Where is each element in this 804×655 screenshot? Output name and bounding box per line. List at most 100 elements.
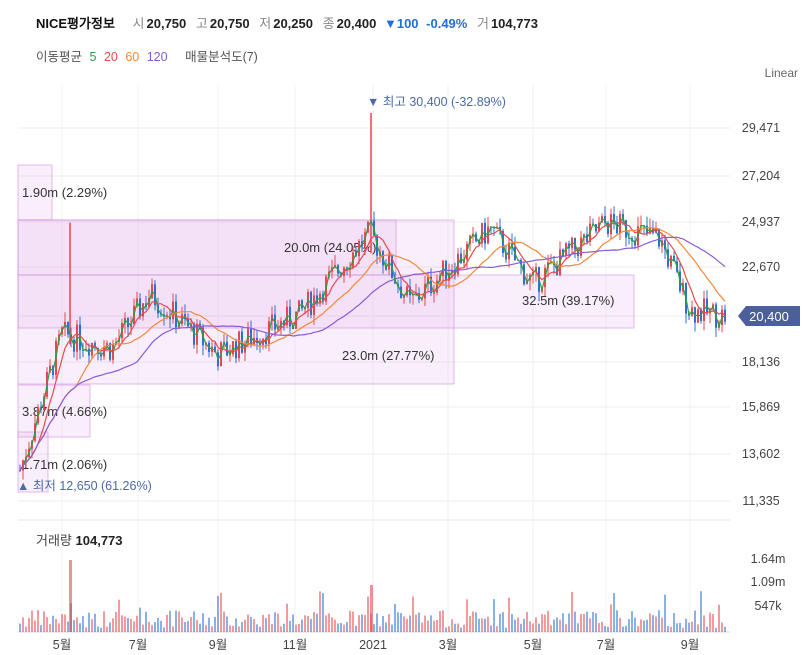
volume-bar bbox=[199, 623, 201, 632]
y-tick-label: 22,670 bbox=[742, 260, 780, 274]
volume-bar bbox=[79, 623, 81, 632]
volume-bar bbox=[334, 619, 336, 632]
ma20-line bbox=[19, 221, 726, 471]
x-tick-label: 9월 bbox=[209, 638, 227, 652]
volume-bar bbox=[127, 618, 129, 632]
volume-bar bbox=[160, 620, 162, 632]
scale-mode-button[interactable]: Linear bbox=[764, 66, 798, 80]
volume-bar bbox=[673, 613, 675, 632]
volume-bar bbox=[58, 623, 60, 632]
volume-bar bbox=[424, 615, 426, 632]
volume-bar bbox=[385, 622, 387, 632]
change-value: ▼100 bbox=[383, 16, 419, 31]
volume-profile-label: 32.5m (39.17%) bbox=[522, 293, 615, 308]
volume-bar bbox=[517, 617, 519, 632]
volume-bar bbox=[640, 619, 642, 632]
volume-bar bbox=[505, 627, 507, 632]
volume-title: 거래량 104,773 bbox=[36, 530, 123, 549]
y-tick-label: 13,602 bbox=[742, 447, 780, 461]
volume-bar bbox=[136, 615, 138, 632]
volume-bar bbox=[286, 603, 288, 632]
volume-profile-bar bbox=[17, 164, 53, 221]
y-axis: 29,471 27,204 24,937 22,670 18,136 15,869 13,6… bbox=[738, 121, 800, 613]
volume-value: 104,773 bbox=[490, 16, 538, 31]
volume-bar bbox=[610, 604, 612, 632]
ma-5: 5 bbox=[89, 50, 97, 64]
volume-bar bbox=[142, 624, 144, 632]
volume-bar bbox=[439, 611, 441, 632]
volume-bar bbox=[415, 614, 417, 632]
x-tick-label: 2021 bbox=[359, 638, 387, 652]
volume-bar bbox=[493, 599, 495, 632]
volume-bar bbox=[403, 616, 405, 632]
volume-bar bbox=[556, 617, 558, 632]
volume-bar bbox=[247, 614, 249, 632]
volume-bar bbox=[466, 599, 468, 632]
volume-bar bbox=[442, 610, 444, 632]
volume-bar bbox=[397, 612, 399, 632]
volume-bar bbox=[526, 612, 528, 632]
volume-bar bbox=[319, 591, 321, 632]
volume-bar bbox=[25, 626, 27, 632]
volume-bar bbox=[661, 617, 663, 632]
candle-body bbox=[19, 470, 21, 472]
volume-bar bbox=[280, 626, 282, 632]
price-header: NICE평가정보 시 20,750 고 20,750 저 20,250 종 20,400… bbox=[36, 13, 538, 32]
open-label: 시 bbox=[132, 16, 145, 31]
volume-bar bbox=[49, 623, 51, 632]
volume-bar bbox=[379, 626, 381, 632]
volume-bar bbox=[271, 623, 273, 632]
volume-bar bbox=[679, 622, 681, 632]
volume-bar bbox=[88, 612, 90, 632]
volume-bar bbox=[361, 614, 363, 632]
volume-bar bbox=[19, 623, 21, 632]
volume-bar bbox=[175, 610, 177, 632]
volume-bar bbox=[202, 613, 204, 632]
volume-bar bbox=[283, 623, 285, 632]
open-value: 20,750 bbox=[146, 16, 187, 31]
x-tick-label: 7월 bbox=[129, 638, 147, 652]
volume-bar bbox=[646, 619, 648, 632]
volume-bar bbox=[592, 611, 594, 632]
volume-bar bbox=[214, 616, 216, 632]
volume-bar bbox=[22, 617, 24, 632]
volume-bar bbox=[457, 623, 459, 632]
volume-bar bbox=[187, 620, 189, 632]
volume-bar bbox=[721, 622, 723, 632]
volume-bar bbox=[694, 610, 696, 632]
volume-bar bbox=[598, 623, 600, 632]
moving-average-legend[interactable]: 이동평균 5 20 60 120 매물분석도(7) bbox=[36, 46, 262, 65]
volume-bars bbox=[19, 560, 726, 632]
volume-bar bbox=[472, 611, 474, 632]
volume-profile-toggle[interactable]: 매물분석도(7) bbox=[185, 50, 258, 64]
y-tick-label: 24,937 bbox=[742, 215, 780, 229]
volume-bar bbox=[292, 614, 294, 632]
volume-bar bbox=[181, 617, 183, 632]
volume-bar bbox=[34, 620, 36, 632]
moving-average-lines bbox=[19, 215, 726, 471]
volume-bar bbox=[61, 614, 63, 632]
volume-bar bbox=[109, 622, 111, 632]
min-price-label: ▲ 최저 12,650 (61.26%) bbox=[17, 479, 152, 493]
volume-bar bbox=[259, 626, 261, 632]
volume-bar bbox=[535, 617, 537, 632]
volume-bar bbox=[577, 623, 579, 632]
volume-bar bbox=[670, 626, 672, 632]
volume-bar bbox=[139, 607, 141, 632]
volume-bar bbox=[625, 625, 627, 632]
volume-bar bbox=[688, 622, 690, 632]
volume-bar bbox=[67, 621, 69, 632]
change-percent: -0.49% bbox=[426, 16, 468, 31]
volume-bar bbox=[115, 611, 117, 632]
max-price-label: ▼ 최고 30,400 (-32.89%) bbox=[367, 95, 506, 109]
volume-bar bbox=[256, 624, 258, 632]
volume-bar bbox=[352, 611, 354, 632]
volume-bar bbox=[208, 617, 210, 632]
volume-bar bbox=[235, 618, 237, 632]
volume-bar bbox=[448, 626, 450, 632]
ma-20: 20 bbox=[103, 50, 118, 64]
volume-bar bbox=[499, 613, 501, 632]
volume-bar bbox=[643, 620, 645, 632]
volume-bar bbox=[589, 618, 591, 632]
